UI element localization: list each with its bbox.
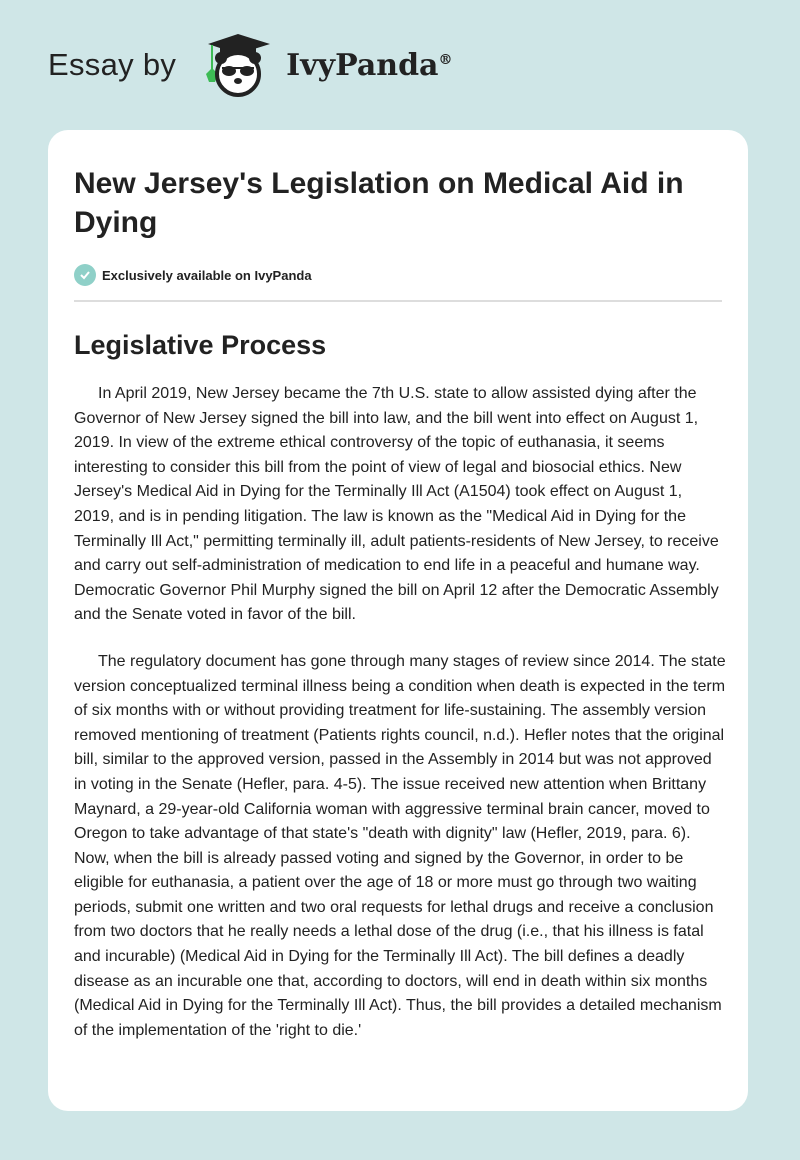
ivypanda-logo-icon[interactable] xyxy=(196,30,282,100)
site-header: Essay by IvyPanda® xyxy=(48,30,453,100)
section-heading: Legislative Process xyxy=(74,330,327,360)
essay-title: New Jersey's Legislation on Medical Aid … xyxy=(74,167,684,239)
paragraph: The regulatory document has gone through… xyxy=(74,652,726,1039)
check-icon xyxy=(74,264,96,286)
essay-by-label: Essay by xyxy=(48,47,177,82)
brand-name: IvyPanda® xyxy=(286,47,453,83)
exclusive-badge: Exclusively available on IvyPanda xyxy=(74,264,722,286)
paragraph: In April 2019, New Jersey became the 7th… xyxy=(74,385,719,624)
divider xyxy=(74,300,722,302)
essay-card: New Jersey's Legislation on Medical Aid … xyxy=(48,130,748,1111)
exclusive-badge-text: Exclusively available on IvyPanda xyxy=(102,267,312,283)
